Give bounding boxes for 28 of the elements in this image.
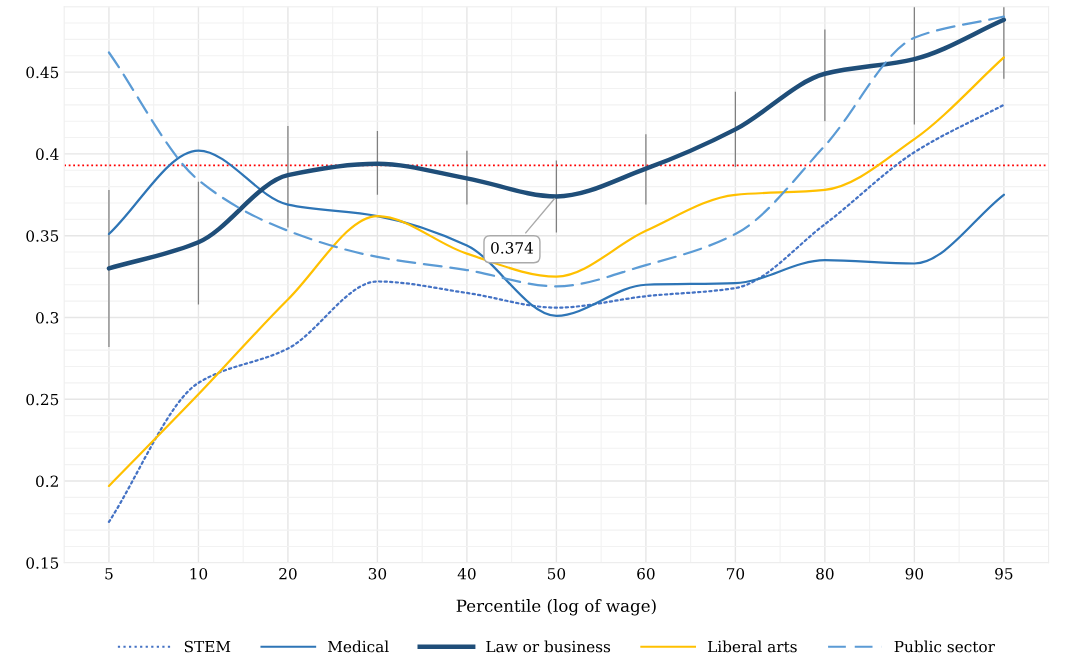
x-tick-label: 70 [726, 567, 745, 580]
x-tick-label: 10 [190, 567, 208, 580]
legend-label: Medical [328, 640, 389, 653]
x-tick-label: 30 [368, 567, 387, 580]
legend-label: Law or business [486, 640, 611, 653]
legend-label: Public sector [894, 640, 995, 653]
x-tick-label: 40 [457, 567, 476, 580]
y-tick-label: 0.15 [26, 557, 59, 569]
line-series [107, 103, 1005, 524]
annotation: 0.374 [491, 242, 534, 254]
y-tick-label: 0.25 [26, 393, 59, 406]
legend-label: STEM [184, 640, 231, 653]
x-tick-label: 60 [637, 567, 655, 580]
line-series [107, 56, 1005, 488]
x-tick-label: 95 [995, 567, 1013, 580]
y-tick-label: 0.35 [26, 230, 59, 242]
y-tick-label: 0.45 [26, 66, 59, 79]
x-tick-label: 20 [279, 567, 297, 580]
x-axis-title: Percentile (log of wage) [456, 599, 656, 616]
line-series [107, 149, 1005, 317]
y-tick-label: 0.2 [36, 475, 58, 488]
x-tick-label: 90 [905, 567, 924, 580]
x-tick-label: 80 [816, 567, 834, 580]
legend-label: Liberal arts [707, 640, 797, 653]
x-tick-label: 50 [547, 567, 566, 580]
y-tick-label: 0.4 [36, 148, 59, 160]
y-tick-label: 0.3 [36, 311, 59, 324]
x-tick-label: 5 [105, 568, 113, 580]
